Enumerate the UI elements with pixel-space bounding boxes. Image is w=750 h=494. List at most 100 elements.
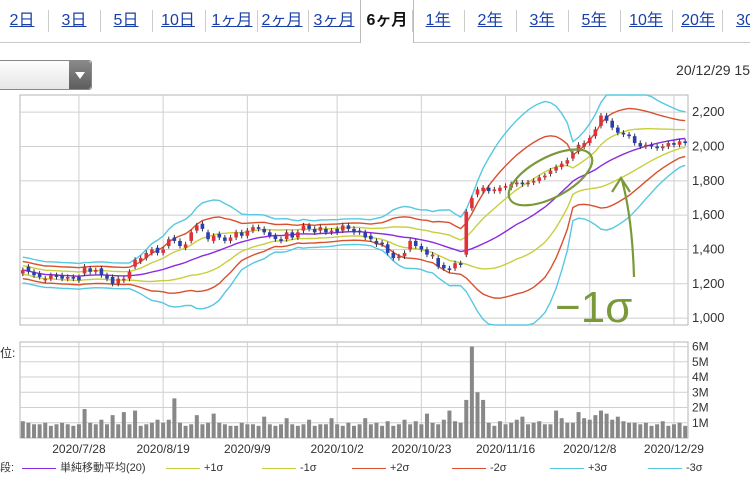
candle [430, 252, 435, 259]
volume-bar [649, 425, 654, 438]
tab-14[interactable]: 30 [736, 12, 750, 29]
tab-1[interactable]: 3日 [61, 12, 87, 29]
legend-item: +3σ [550, 460, 607, 476]
plus-2-sigma-line [22, 107, 686, 269]
legend-swatch [648, 467, 682, 469]
candle [638, 140, 643, 150]
tab-4[interactable]: 1ヶ月 [211, 12, 253, 29]
legend-swatch [262, 467, 296, 469]
y-tick-label: 1,600 [692, 207, 725, 222]
candle-body [599, 115, 603, 126]
legend-item: 単純移動平均(20) [22, 460, 146, 476]
candle [122, 276, 126, 283]
tab-12[interactable]: 10年 [629, 12, 663, 29]
candle [514, 179, 519, 187]
candle-body [122, 278, 126, 281]
tab-13[interactable]: 20年 [681, 12, 715, 29]
volume-bar [217, 422, 222, 438]
volume-bar [228, 425, 233, 438]
candle-body [436, 258, 441, 267]
volume-bar [76, 424, 81, 438]
volume-bar [542, 424, 547, 438]
volume-tick-label: 1M [692, 416, 709, 430]
tab-2[interactable]: 5日 [113, 12, 139, 29]
candle [408, 238, 412, 253]
x-tick-label: 2020/12/29 [644, 442, 704, 456]
candle [537, 174, 542, 184]
candle [26, 264, 31, 275]
candle-body [312, 228, 317, 233]
tab-0[interactable]: 2日 [9, 12, 35, 29]
candle [666, 140, 671, 150]
candle [649, 142, 654, 150]
candle-body [352, 228, 356, 233]
candle-body [470, 197, 474, 209]
candle-body [340, 225, 345, 231]
tab-5[interactable]: 2ヶ月 [261, 12, 303, 29]
y-tick-label: 1,400 [692, 241, 725, 256]
candle-body [301, 225, 306, 231]
tab-7[interactable]: 6ヶ月 [360, 0, 414, 43]
indicator-dropdown[interactable] [0, 60, 92, 90]
volume-bar [436, 424, 441, 438]
volume-bar [301, 424, 306, 438]
legend-label: +3σ [588, 462, 608, 474]
candle [93, 267, 98, 275]
tab-3[interactable]: 10日 [161, 12, 195, 29]
candle-body [413, 240, 418, 247]
candle [492, 186, 497, 194]
plot-area [19, 94, 689, 326]
volume-bar [82, 409, 87, 438]
candle [413, 238, 418, 249]
candle [470, 195, 474, 211]
candle [318, 224, 323, 234]
candle-body [374, 240, 379, 245]
candle-body [178, 240, 182, 247]
tab-8[interactable]: 1年 [425, 12, 451, 29]
candle [616, 125, 620, 136]
candle-body [195, 225, 199, 231]
candle [155, 245, 160, 256]
candle-body [380, 242, 384, 245]
price-chart: 1,000 1,200 1,400 1,600 1,800 2,000 2,200 −1σ [19, 94, 725, 332]
tab-separator [721, 10, 723, 32]
volume-bar [408, 424, 413, 438]
tab-separator [412, 10, 413, 32]
candle [582, 140, 586, 150]
minus-3-sigma-line [22, 164, 686, 326]
volume-bar [105, 424, 110, 438]
candle-body [346, 225, 351, 229]
tab-separator [464, 10, 465, 32]
candle-body [71, 276, 76, 279]
legend: 段: 単純移動平均(20) +1σ -1σ +2σ -2σ +3σ -3σ [0, 460, 750, 476]
candle [520, 179, 525, 187]
candle [273, 233, 278, 242]
volume-bar [161, 422, 166, 438]
plus-3-sigma-line [22, 94, 686, 265]
legend-label: +1σ [204, 462, 224, 474]
volume-bar [509, 422, 514, 438]
candle [21, 267, 25, 277]
candle-body [189, 232, 194, 241]
candle-body [200, 223, 205, 229]
volume-bar [239, 422, 244, 438]
volume-bar [71, 425, 76, 438]
volume-bar [312, 425, 317, 438]
y-tick-label: 1,200 [692, 276, 725, 291]
tab-6[interactable]: 3ヶ月 [313, 12, 355, 29]
y-tick-label: 1,800 [692, 173, 725, 188]
candle [60, 272, 64, 282]
tab-10[interactable]: 3年 [529, 12, 555, 29]
legend-swatch [452, 467, 486, 469]
candle-body [453, 263, 457, 269]
candle-body [133, 259, 137, 267]
tab-9[interactable]: 2年 [477, 12, 503, 29]
chevron-down-icon[interactable] [69, 61, 91, 89]
tab-11[interactable]: 5年 [581, 12, 607, 29]
legend-label: 単純移動平均(20) [60, 462, 146, 474]
candle-body [239, 232, 244, 236]
candle [127, 269, 132, 282]
volume-bar [329, 418, 334, 438]
volume-bar [531, 422, 536, 438]
legend-label: +2σ [390, 462, 410, 474]
